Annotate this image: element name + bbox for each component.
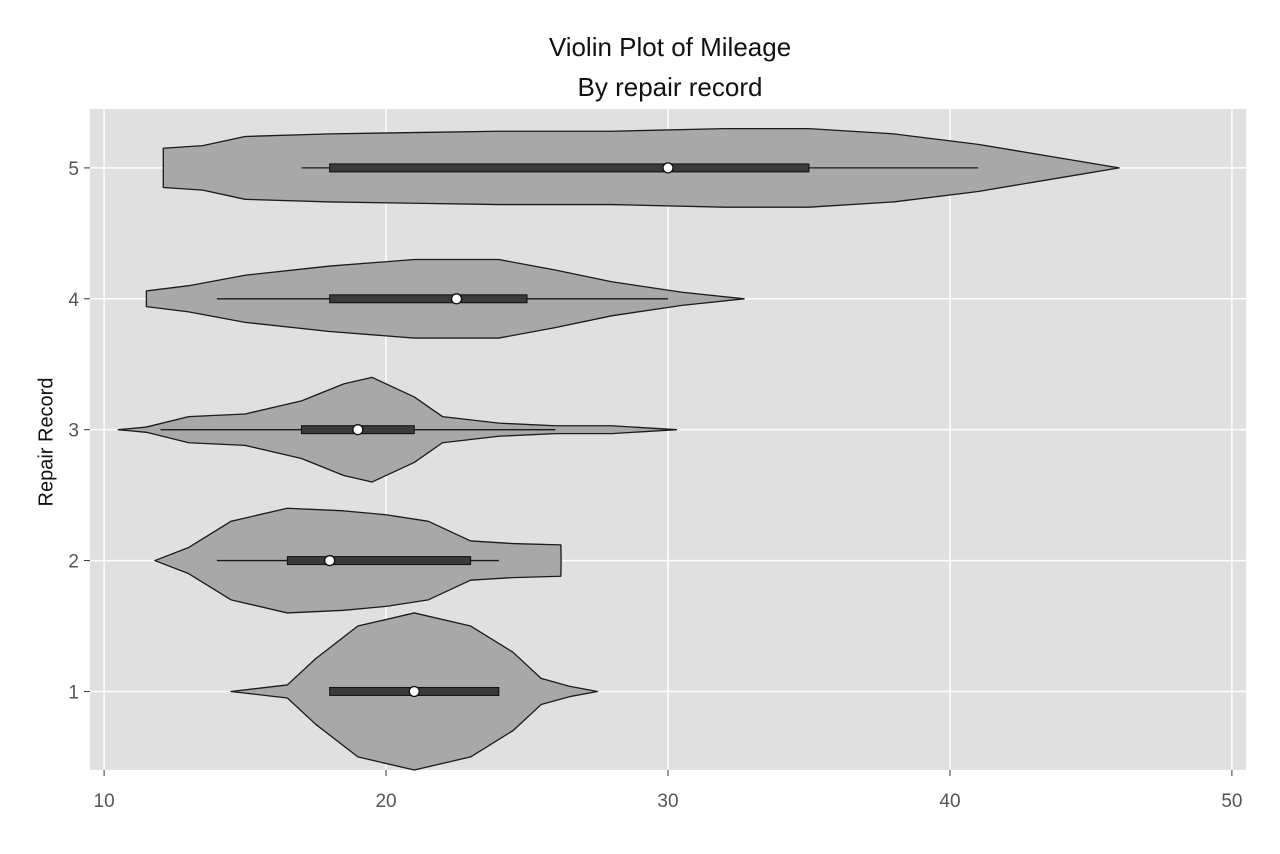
x-tick-label: 50 bbox=[1221, 791, 1242, 812]
median-marker-2 bbox=[324, 554, 336, 567]
y-tick-label: 3 bbox=[68, 421, 79, 442]
x-tick-label: 10 bbox=[94, 791, 115, 812]
iqr-box-5 bbox=[329, 163, 810, 173]
y-tick-label: 4 bbox=[68, 290, 79, 311]
iqr-box-4 bbox=[329, 294, 528, 304]
x-tick-label: 20 bbox=[375, 791, 396, 812]
y-tick-label: 2 bbox=[68, 552, 79, 573]
x-tick-label: 40 bbox=[939, 791, 960, 812]
median-marker-1 bbox=[408, 685, 420, 698]
chart-subtitle: By repair record bbox=[577, 72, 763, 102]
y-tick-label: 5 bbox=[68, 159, 79, 180]
median-marker-4 bbox=[450, 293, 463, 305]
chart-title: Violin Plot of Mileage bbox=[548, 32, 792, 62]
median-marker-3 bbox=[352, 424, 364, 436]
median-marker-5 bbox=[662, 162, 674, 174]
iqr-box-2 bbox=[286, 556, 472, 566]
y-tick-label: 1 bbox=[68, 682, 79, 703]
x-tick-label: 30 bbox=[657, 791, 678, 812]
